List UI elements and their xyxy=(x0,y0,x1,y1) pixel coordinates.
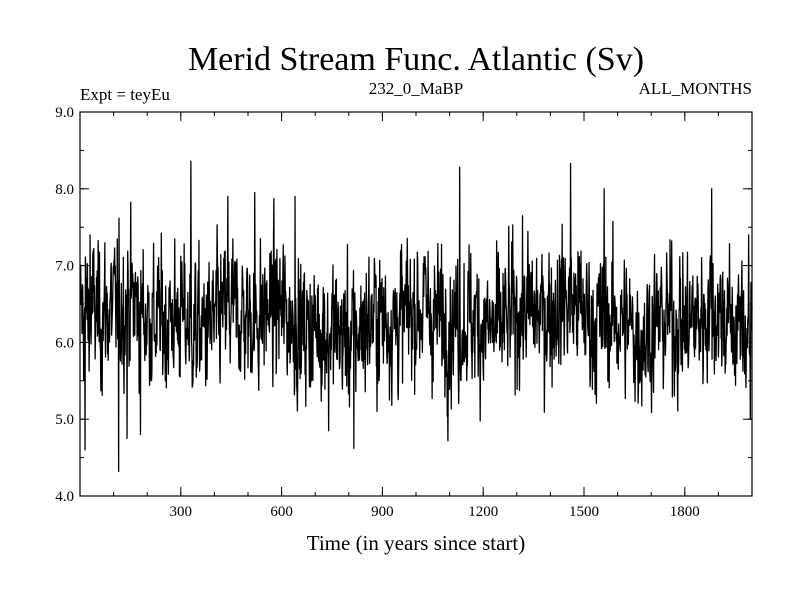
axis-layer: 300 600 900 1200 1500 1800 4.0 5.0 6.0 7.0 8.0 9.0 xyxy=(55,105,752,520)
x-tick-label: 1800 xyxy=(670,504,700,520)
x-tick-label: 1500 xyxy=(569,504,599,520)
chart-title: Merid Stream Func. Atlantic (Sv) xyxy=(188,41,644,78)
y-tick-label: 7.0 xyxy=(55,259,74,275)
y-tick-label: 6.0 xyxy=(55,335,74,351)
experiment-label: Expt = teyEu xyxy=(80,85,170,104)
period-label: 232_0_MaBP xyxy=(369,79,463,98)
y-tick-label: 4.0 xyxy=(55,489,74,505)
plot-frame xyxy=(79,111,753,497)
series-layer xyxy=(79,160,753,473)
months-label: ALL_MONTHS xyxy=(639,79,752,98)
y-tick-label: 8.0 xyxy=(55,182,74,198)
y-tick-label: 9.0 xyxy=(55,105,74,121)
x-axis-label: Time (in years since start) xyxy=(307,531,526,555)
x-tick-label: 1200 xyxy=(468,504,498,520)
series-line xyxy=(79,160,753,473)
x-tick-label: 600 xyxy=(270,504,293,520)
x-tick-label: 300 xyxy=(170,504,193,520)
x-tick-label: 900 xyxy=(371,504,394,520)
y-tick-label: 5.0 xyxy=(55,412,74,428)
